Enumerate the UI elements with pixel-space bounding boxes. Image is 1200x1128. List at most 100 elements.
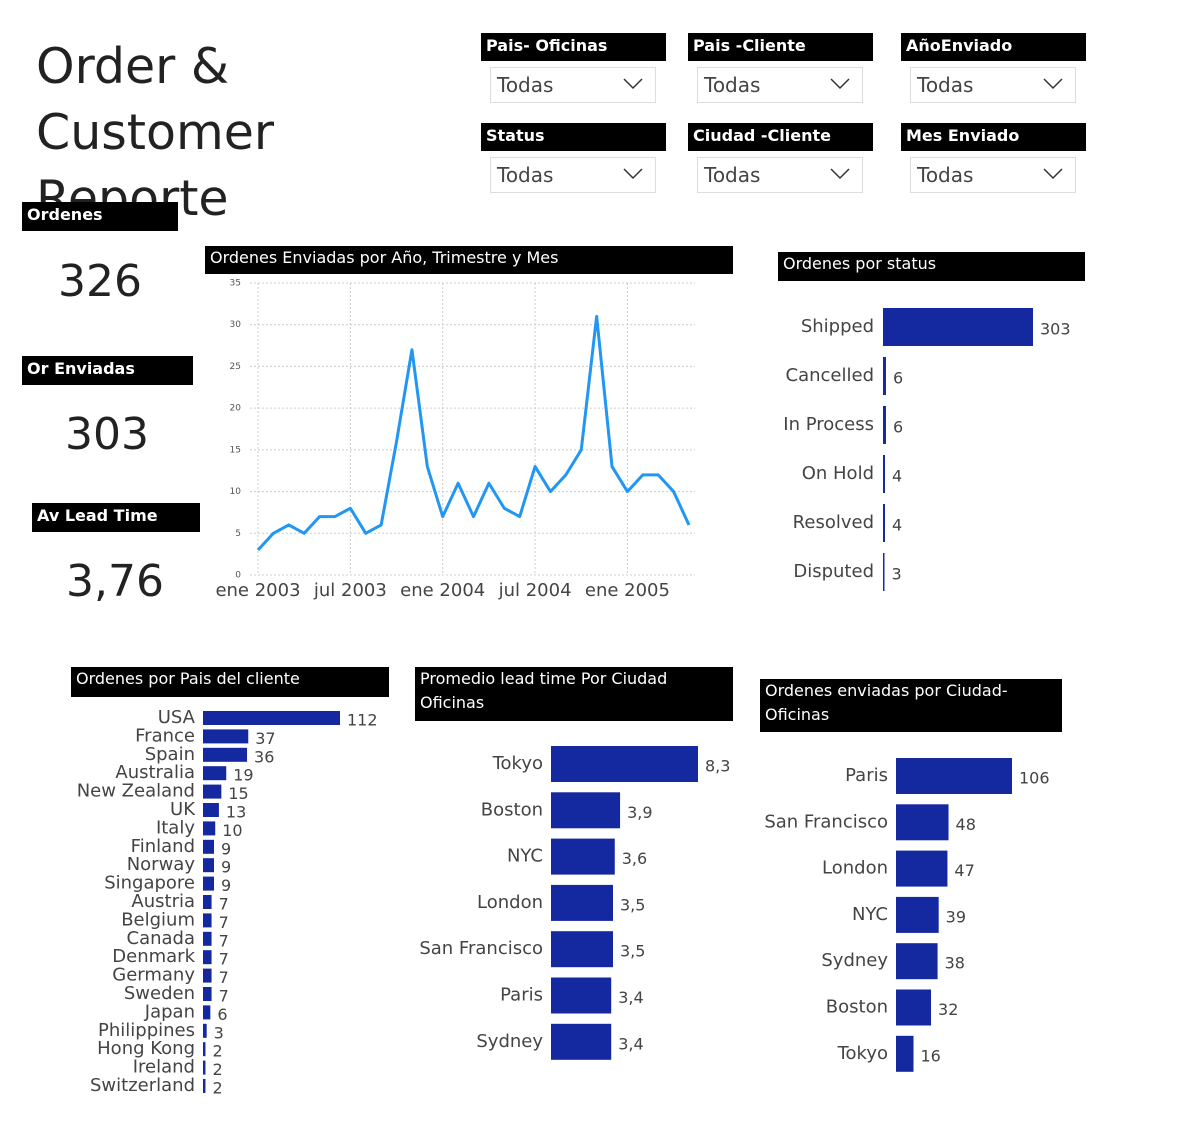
x-tick-label: jul 2003 xyxy=(313,580,387,601)
card-label: Or Enviadas xyxy=(22,356,193,385)
value-label: 9 xyxy=(221,839,231,858)
category-label: Switzerland xyxy=(90,1075,195,1096)
bar xyxy=(883,357,886,395)
value-label: 7 xyxy=(219,987,229,1006)
bar xyxy=(551,746,698,782)
filter-dropdown[interactable]: Todas xyxy=(910,157,1076,193)
dropdown-chevron xyxy=(623,168,643,180)
value-label: 37 xyxy=(255,729,275,748)
card-label: Av Lead Time xyxy=(32,503,200,532)
value-label: 6 xyxy=(893,369,903,388)
bar xyxy=(203,858,215,873)
bar xyxy=(203,968,212,983)
value-label: 16 xyxy=(921,1046,941,1065)
category-label: San Francisco xyxy=(764,811,888,832)
value-label: 48 xyxy=(956,815,976,834)
value-label: 3,4 xyxy=(618,988,643,1007)
value-label: 7 xyxy=(219,950,229,969)
bar xyxy=(551,1023,612,1060)
dropdown-chevron xyxy=(623,78,643,90)
category-label: Philippines xyxy=(98,1020,195,1041)
bar xyxy=(883,308,1033,346)
bar xyxy=(203,784,222,799)
value-label: 3,4 xyxy=(618,1034,643,1053)
category-label: Japan xyxy=(144,1001,195,1022)
value-label: 3 xyxy=(891,565,901,584)
bar xyxy=(896,1035,914,1072)
value-label: 39 xyxy=(946,907,966,926)
card-label: Ordenes xyxy=(22,202,178,231)
value-label: 3,5 xyxy=(620,895,645,914)
bar xyxy=(203,876,215,891)
category-label: Tokyo xyxy=(492,753,543,774)
bar xyxy=(896,804,949,841)
y-tick-label: 20 xyxy=(230,404,242,414)
filter-dropdown[interactable]: Todas xyxy=(490,67,656,103)
category-label: Austria xyxy=(131,891,195,912)
value-label: 8,3 xyxy=(705,757,730,776)
category-label: USA xyxy=(158,707,196,728)
bar xyxy=(203,895,212,909)
filter-dropdown[interactable]: Todas xyxy=(910,67,1076,103)
chart-title: Ordenes Enviadas por Año, Trimestre y Me… xyxy=(205,246,733,274)
bar xyxy=(203,950,212,965)
x-tick-label: jul 2004 xyxy=(498,580,572,601)
bar xyxy=(203,766,227,781)
value-label: 2 xyxy=(212,1042,222,1061)
value-label: 7 xyxy=(219,968,229,987)
category-label: Hong Kong xyxy=(97,1038,195,1059)
category-label: Denmark xyxy=(112,946,195,967)
bar xyxy=(896,896,939,933)
chart-title: Ordenes por Pais del cliente xyxy=(71,667,389,697)
category-label: Spain xyxy=(145,744,195,765)
value-label: 2 xyxy=(212,1079,222,1098)
category-label: Boston xyxy=(826,997,888,1018)
bar xyxy=(896,850,948,887)
bar xyxy=(883,553,885,591)
dropdown-chevron xyxy=(1043,78,1063,90)
category-label: Shipped xyxy=(801,316,874,337)
dropdown-chevron xyxy=(1043,168,1063,180)
filter-dropdown[interactable]: Todas xyxy=(697,157,863,193)
value-label: 4 xyxy=(892,516,902,535)
value-label: 15 xyxy=(228,784,248,803)
category-label: London xyxy=(477,892,543,913)
value-label: 9 xyxy=(221,858,231,877)
value-label: 112 xyxy=(347,711,378,730)
y-tick-label: 30 xyxy=(230,320,242,330)
category-label: Sweden xyxy=(124,983,195,1004)
filter-dropdown[interactable]: Todas xyxy=(490,157,656,193)
value-label: 3,5 xyxy=(620,942,645,961)
filter-dropdown[interactable]: Todas xyxy=(697,67,863,103)
x-tick-label: ene 2004 xyxy=(400,580,485,601)
category-label: Australia xyxy=(115,762,195,783)
report-title: Order & Customer Reporte xyxy=(36,38,275,227)
value-label: 3,9 xyxy=(627,803,652,822)
dropdown-chevron xyxy=(830,78,850,90)
category-label: Tokyo xyxy=(837,1043,888,1064)
bar xyxy=(551,931,613,968)
value-label: 303 xyxy=(1040,320,1071,339)
bar xyxy=(203,987,212,1001)
value-label: 7 xyxy=(219,895,229,914)
dropdown-chevron xyxy=(830,168,850,180)
bar xyxy=(203,821,216,836)
bar xyxy=(551,884,613,921)
value-label: 10 xyxy=(222,821,242,840)
category-label: San Francisco xyxy=(419,938,543,959)
bar xyxy=(883,406,886,444)
filter-label: Mes Enviado xyxy=(901,123,1086,151)
category-label: Cancelled xyxy=(786,365,874,386)
filter-label: Status xyxy=(481,123,666,151)
bar xyxy=(203,747,248,762)
category-label: London xyxy=(822,858,888,879)
value-label: 7 xyxy=(219,931,229,950)
category-label: Ireland xyxy=(133,1057,195,1078)
value-label: 19 xyxy=(233,766,253,785)
y-tick-label: 15 xyxy=(230,445,241,455)
category-label: On Hold xyxy=(802,463,874,484)
category-label: Paris xyxy=(845,765,888,786)
y-tick-label: 10 xyxy=(230,487,242,497)
category-label: New Zealand xyxy=(77,781,195,802)
